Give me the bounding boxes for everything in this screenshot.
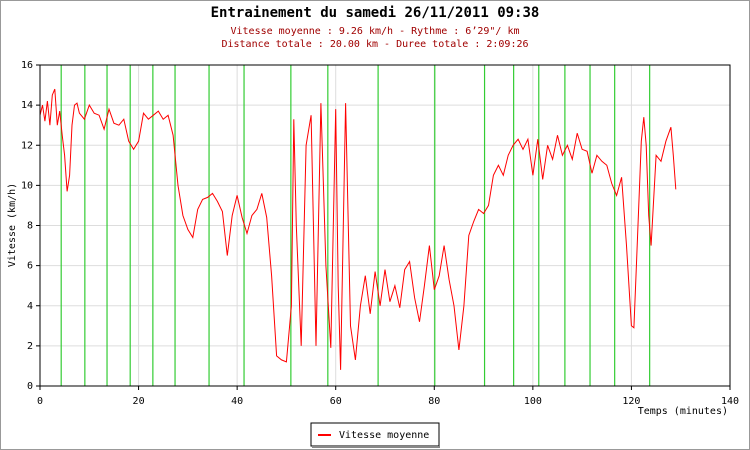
y-tick-label: 0 bbox=[27, 381, 33, 392]
x-axis-label: Temps (minutes) bbox=[638, 406, 728, 417]
x-tick-label: 0 bbox=[37, 396, 43, 407]
y-tick-label: 14 bbox=[21, 100, 33, 111]
legend: Vitesse moyenne bbox=[310, 422, 440, 448]
subtitle: Vitesse moyenne : 9.26 km/h - Rythme : 6… bbox=[231, 26, 520, 37]
y-tick-label: 10 bbox=[21, 180, 33, 191]
x-tick-label: 140 bbox=[721, 396, 739, 407]
y-axis-label: Vitesse (km/h) bbox=[7, 183, 18, 267]
x-tick-label: 60 bbox=[330, 396, 342, 407]
chart-title: Entrainement du samedi 26/11/2011 09:38 bbox=[211, 5, 540, 21]
plot-border bbox=[39, 64, 731, 387]
y-tick-label: 12 bbox=[21, 140, 33, 151]
legend-label: Vitesse moyenne bbox=[339, 430, 429, 441]
x-tick-label: 20 bbox=[133, 396, 145, 407]
subtitle: Distance totale : 20.00 km - Duree total… bbox=[221, 39, 528, 50]
series-line bbox=[39, 88, 677, 370]
x-tick-label: 100 bbox=[524, 396, 542, 407]
x-tick-label: 80 bbox=[428, 396, 440, 407]
y-tick-label: 2 bbox=[27, 341, 33, 352]
y-tick-label: 6 bbox=[27, 261, 33, 272]
y-tick-label: 4 bbox=[27, 301, 33, 312]
y-tick-label: 8 bbox=[27, 221, 33, 232]
x-tick-label: 120 bbox=[622, 396, 640, 407]
x-tick-label: 40 bbox=[231, 396, 243, 407]
y-tick-label: 16 bbox=[21, 60, 33, 71]
